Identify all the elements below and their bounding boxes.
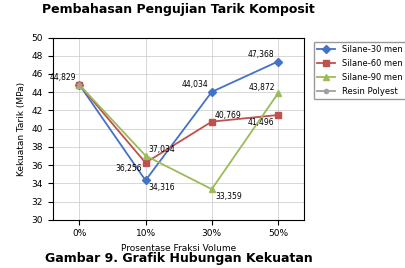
Silane-30 men [77, 83, 81, 86]
Y-axis label: Kekuatan Tarik (MPa): Kekuatan Tarik (MPa) [17, 81, 26, 176]
Line: Silane-90 men: Silane-90 men [76, 82, 280, 192]
Text: 41,496: 41,496 [247, 118, 274, 127]
Text: 43,872: 43,872 [247, 83, 274, 92]
Line: Silane-30 men: Silane-30 men [76, 59, 280, 183]
Text: 44,034: 44,034 [181, 80, 208, 89]
Text: 47,368: 47,368 [247, 50, 274, 59]
Silane-90 men [209, 188, 214, 191]
Text: 44,829: 44,829 [49, 73, 76, 82]
Silane-30 men [209, 90, 214, 94]
Silane-60 men [275, 113, 280, 117]
Text: 37,034: 37,034 [149, 145, 175, 154]
Silane-60 men [143, 161, 147, 164]
Silane-90 men [77, 83, 81, 86]
Silane-90 men [275, 92, 280, 95]
Silane-90 men [143, 154, 147, 157]
Silane-30 men [275, 60, 280, 63]
Legend: Silane-30 men, Silane-60 men, Silane-90 men, Resin Polyest: Silane-30 men, Silane-60 men, Silane-90 … [313, 42, 405, 99]
Text: 36,256: 36,256 [115, 164, 142, 173]
Silane-60 men [77, 83, 81, 86]
Text: 33,359: 33,359 [215, 192, 241, 201]
Line: Silane-60 men: Silane-60 men [76, 82, 280, 166]
X-axis label: Prosentase Fraksi Volume: Prosentase Fraksi Volume [121, 244, 236, 253]
Text: Pembahasan Pengujian Tarik Komposit: Pembahasan Pengujian Tarik Komposit [42, 3, 314, 16]
Text: 40,769: 40,769 [215, 111, 241, 120]
Silane-30 men [143, 179, 147, 182]
Text: Gambar 9. Grafik Hubungan Kekuatan: Gambar 9. Grafik Hubungan Kekuatan [45, 252, 312, 265]
Silane-60 men [209, 120, 214, 123]
Text: 34,316: 34,316 [149, 183, 175, 192]
